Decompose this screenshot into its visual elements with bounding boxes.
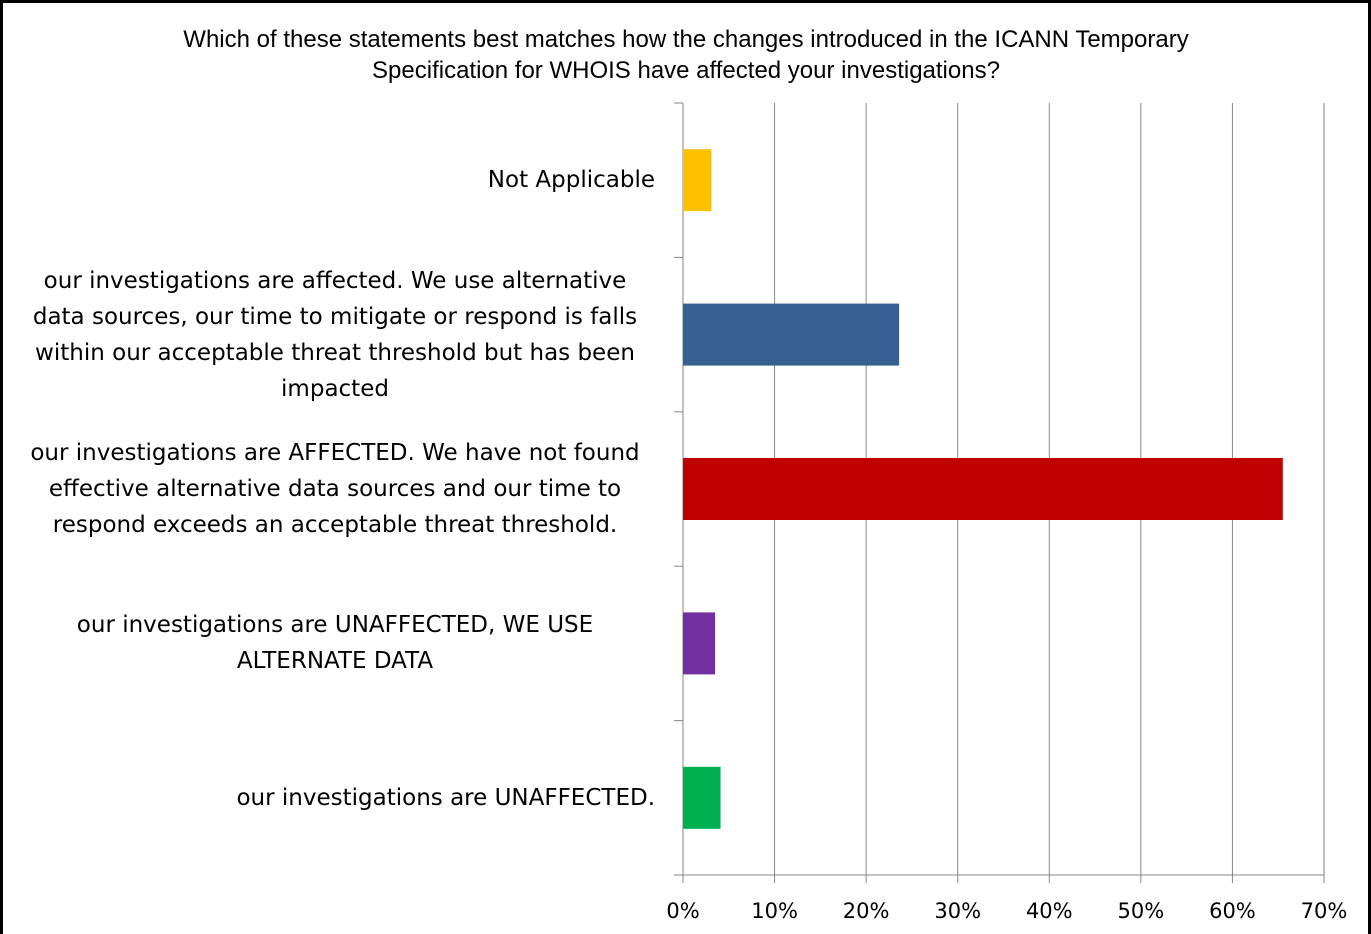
bar [683, 458, 1283, 520]
bar [683, 766, 721, 829]
category-label-box: our investigations are UNAFFECTED, WE US… [15, 607, 655, 679]
x-tick-label: 20% [843, 899, 890, 923]
category-label: Not Applicable [487, 167, 655, 194]
x-tick-label: 50% [1118, 899, 1165, 923]
category-label-box: our investigations are affected. We use … [15, 263, 655, 407]
category-label: our investigations are UNAFFECTED. [236, 784, 655, 811]
category-label-box: our investigations are AFFECTED. We have… [15, 435, 655, 543]
x-tick-label: 0% [666, 899, 699, 923]
x-tick-label: 60% [1209, 899, 1256, 923]
bar [683, 612, 716, 675]
category-label: our investigations are UNAFFECTED, WE US… [76, 612, 594, 675]
x-tick-label: 30% [934, 899, 981, 923]
x-tick-label: 40% [1026, 899, 1073, 923]
x-tick-label: 10% [751, 899, 798, 923]
category-label-box: our investigations are UNAFFECTED. [15, 780, 655, 816]
category-label: our investigations are affected. We use … [32, 267, 638, 402]
category-label: our investigations are AFFECTED. We have… [30, 440, 640, 538]
x-tick-label: 70% [1301, 899, 1348, 923]
chart-title: Which of these statements best matches h… [183, 26, 1189, 84]
category-label-box: Not Applicable [15, 162, 655, 198]
bar [683, 149, 712, 212]
bar [683, 303, 900, 366]
